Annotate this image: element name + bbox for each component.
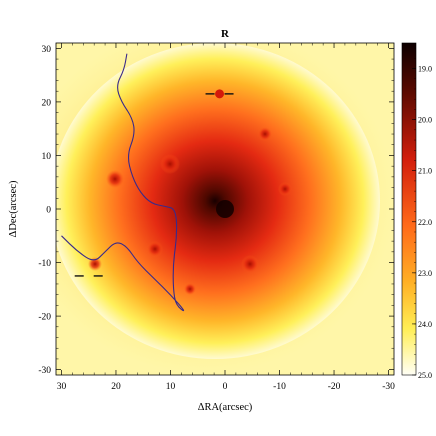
colorbar-tick-label: 19.0 bbox=[418, 65, 432, 74]
colorbar-tick-label: 21.0 bbox=[418, 167, 432, 176]
x-axis-title: ΔRA(arcsec) bbox=[198, 402, 253, 413]
hot-spot bbox=[258, 127, 272, 141]
hot-spot bbox=[278, 182, 292, 196]
galaxy-body bbox=[56, 43, 380, 359]
x-tick-label: 20 bbox=[111, 382, 121, 392]
y-tick-label: 30 bbox=[42, 45, 52, 55]
bright-source bbox=[215, 89, 225, 99]
colorbar-tick-label: 23.0 bbox=[418, 269, 432, 278]
x-tick-label: -20 bbox=[328, 382, 341, 392]
colorbar bbox=[402, 43, 416, 375]
y-tick-label: -20 bbox=[38, 313, 51, 323]
hot-spot bbox=[88, 257, 102, 271]
colorbar-frame bbox=[401, 42, 417, 376]
x-axis: 30 20 10 0 -10 -20 -30 bbox=[57, 43, 395, 392]
hot-spot bbox=[147, 241, 163, 257]
x-tick-label: 10 bbox=[166, 382, 176, 392]
y-tick-label: -10 bbox=[38, 259, 51, 269]
y-tick-label: 10 bbox=[42, 152, 52, 162]
markers bbox=[74, 93, 234, 277]
contour-line bbox=[61, 53, 185, 312]
x-tick-label: -30 bbox=[382, 382, 395, 392]
y-tick-label: 20 bbox=[42, 98, 52, 108]
y-tick-label: -30 bbox=[38, 366, 51, 376]
galaxy-nucleus bbox=[216, 200, 234, 218]
hot-spot bbox=[106, 170, 124, 188]
hot-spot bbox=[160, 154, 180, 174]
y-axis: 30 20 10 0 -10 -20 -30 bbox=[38, 45, 394, 376]
x-tick-label: 0 bbox=[223, 382, 228, 392]
colorbar-tick-label: 22.0 bbox=[418, 218, 432, 227]
colorbar-tick-label: 25.0 bbox=[418, 371, 432, 380]
plot-area bbox=[56, 43, 394, 375]
hot-spot bbox=[241, 255, 259, 273]
colorbar-tick-label: 20.0 bbox=[418, 116, 432, 125]
colorbar-tick-label: 24.0 bbox=[418, 320, 432, 329]
y-axis-title: ΔDec(arcsec) bbox=[8, 180, 19, 237]
plot-title: R bbox=[221, 28, 230, 40]
galaxy-image bbox=[56, 43, 394, 375]
x-tick-label: 30 bbox=[57, 382, 67, 392]
hot-spot bbox=[184, 283, 196, 295]
colorbar-axis: 19.0 20.0 21.0 22.0 23.0 24.0 25.0 bbox=[412, 47, 432, 380]
y-tick-label: 0 bbox=[46, 206, 51, 216]
x-tick-label: -10 bbox=[273, 382, 286, 392]
